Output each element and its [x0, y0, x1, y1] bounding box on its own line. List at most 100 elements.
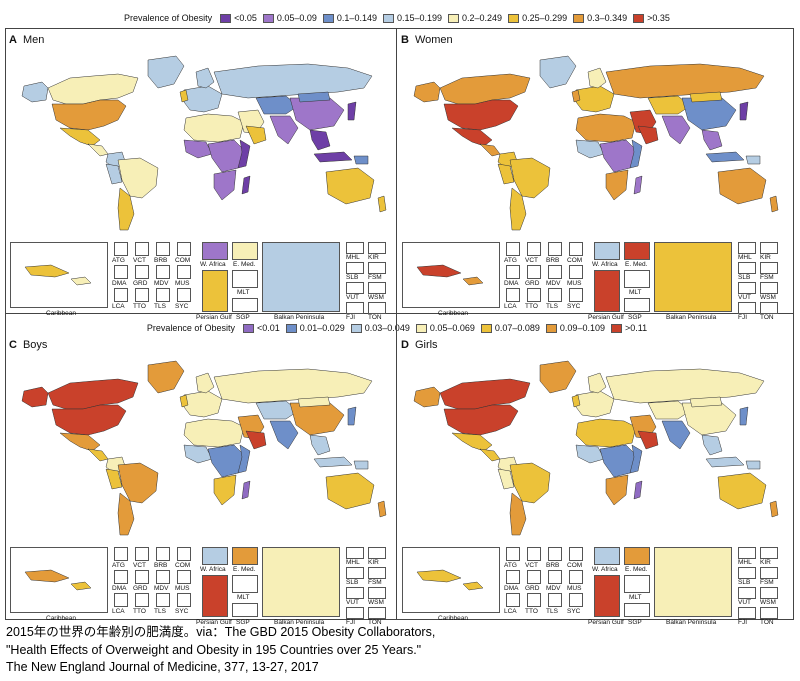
pacific-island-label: FJI: [738, 314, 748, 321]
region-se-asia: [309, 434, 331, 456]
region-uk: [179, 89, 189, 103]
region-china: [681, 97, 737, 131]
persian-gulf-inset: [594, 575, 620, 617]
figure-frame: [5, 28, 794, 620]
region-n-africa: [575, 113, 637, 143]
small-country-label: MUS: [567, 585, 582, 592]
panel-label: B Women: [401, 34, 453, 46]
pacific-island-inset: [760, 587, 778, 599]
region-c-asia: [647, 95, 691, 115]
pacific-island-inset: [368, 607, 386, 619]
legend-swatch: [448, 13, 460, 23]
pacific-island-label: WSM: [760, 599, 776, 606]
region-europe: [183, 85, 223, 113]
malta-inset: [232, 575, 258, 593]
small-country-label: GRD: [525, 585, 540, 592]
legend-swatch: [508, 13, 520, 23]
pacific-island-label: TON: [760, 314, 774, 321]
pacific-island-inset: [738, 242, 756, 254]
region-greenland: [147, 360, 185, 394]
caption-line-3: The New England Journal of Medicine, 377…: [6, 660, 319, 674]
legend-item: <0.01: [242, 323, 280, 333]
region-japan: [347, 101, 357, 121]
balkan-label: Balkan Peninsula: [666, 619, 717, 626]
west-africa-label: W. Africa: [592, 566, 618, 573]
small-country-inset: [135, 265, 149, 279]
region-c-asia: [255, 95, 299, 115]
pacific-island-label: FSM: [760, 274, 774, 281]
region-indonesia: [705, 456, 745, 468]
pacific-island-label: MHL: [738, 559, 752, 566]
pacific-island-label: FSM: [368, 579, 382, 586]
region-cuba: [24, 264, 70, 278]
east-med-label: E. Med.: [625, 261, 648, 268]
legend-swatch: [382, 13, 394, 23]
region-arabia: [245, 125, 267, 145]
small-country-inset: [135, 593, 149, 607]
pacific-island-label: WSM: [760, 294, 776, 301]
small-country-label: VCT: [133, 562, 146, 569]
region-australia: [717, 167, 767, 205]
west-africa-label: W. Africa: [200, 261, 226, 268]
legend-child: Prevalence of Obesity <0.01 0.01–0.029 0.0…: [0, 318, 800, 338]
pacific-island-inset: [346, 242, 364, 254]
pacific-island-inset: [760, 547, 778, 559]
small-country-label: COM: [567, 257, 583, 264]
pacific-island-inset: [738, 547, 756, 559]
pacific-island-inset: [738, 302, 756, 314]
region-peru: [497, 163, 515, 185]
small-country-inset: [548, 570, 562, 584]
small-country-inset: [527, 288, 541, 302]
region-png: [353, 460, 369, 470]
small-country-inset: [135, 547, 149, 561]
pacific-island-inset: [760, 567, 778, 579]
small-country-label: GRD: [133, 280, 148, 287]
malta-label: MLT: [629, 289, 642, 296]
small-country-inset: [527, 593, 541, 607]
pacific-island-inset: [368, 567, 386, 579]
small-country-label: LCA: [504, 303, 517, 310]
small-country-label: SYC: [567, 303, 581, 310]
region-mexico: [59, 432, 101, 452]
small-country-inset: [548, 288, 562, 302]
region-russia: [213, 63, 373, 99]
legend-swatch: [633, 13, 645, 23]
legend-label: <0.05: [234, 13, 257, 23]
pacific-island-inset: [346, 547, 364, 559]
region-scandinavia: [195, 67, 215, 89]
region-e-africa: [629, 139, 643, 169]
small-country-label: TTO: [525, 608, 538, 615]
legend-swatch: [415, 323, 427, 333]
small-country-inset: [569, 288, 583, 302]
pacific-island-label: SLB: [346, 274, 359, 281]
small-country-inset: [548, 242, 562, 256]
small-country-label: LCA: [112, 608, 125, 615]
legend-label: >0.11: [624, 323, 648, 333]
small-country-label: GRD: [133, 585, 148, 592]
small-country-label: TLS: [546, 303, 558, 310]
region-alaska: [21, 81, 49, 103]
region-australia: [325, 167, 375, 205]
panel-letter: C: [9, 339, 17, 351]
small-country-label: MUS: [567, 280, 582, 287]
region-europe: [575, 390, 615, 418]
pacific-island-inset: [368, 242, 386, 254]
pacific-island-inset: [368, 587, 386, 599]
region-brazil: [117, 157, 159, 199]
caribbean-inset: [402, 547, 500, 613]
small-country-inset: [569, 593, 583, 607]
persian-gulf-inset: [202, 270, 228, 312]
east-med-label: E. Med.: [233, 566, 256, 573]
region-nz: [377, 500, 387, 518]
small-country-inset: [506, 265, 520, 279]
singapore-inset: [232, 298, 258, 312]
small-country-inset: [156, 288, 170, 302]
small-country-inset: [156, 265, 170, 279]
caribbean-map: [24, 569, 92, 591]
legend-label: 0.09–0.109: [559, 323, 605, 333]
region-arabia: [637, 430, 659, 450]
region-s-africa: [213, 474, 237, 506]
legend-label: 0.2–0.249: [462, 13, 503, 23]
world-map: [413, 360, 779, 536]
region-madagascar: [241, 480, 251, 500]
